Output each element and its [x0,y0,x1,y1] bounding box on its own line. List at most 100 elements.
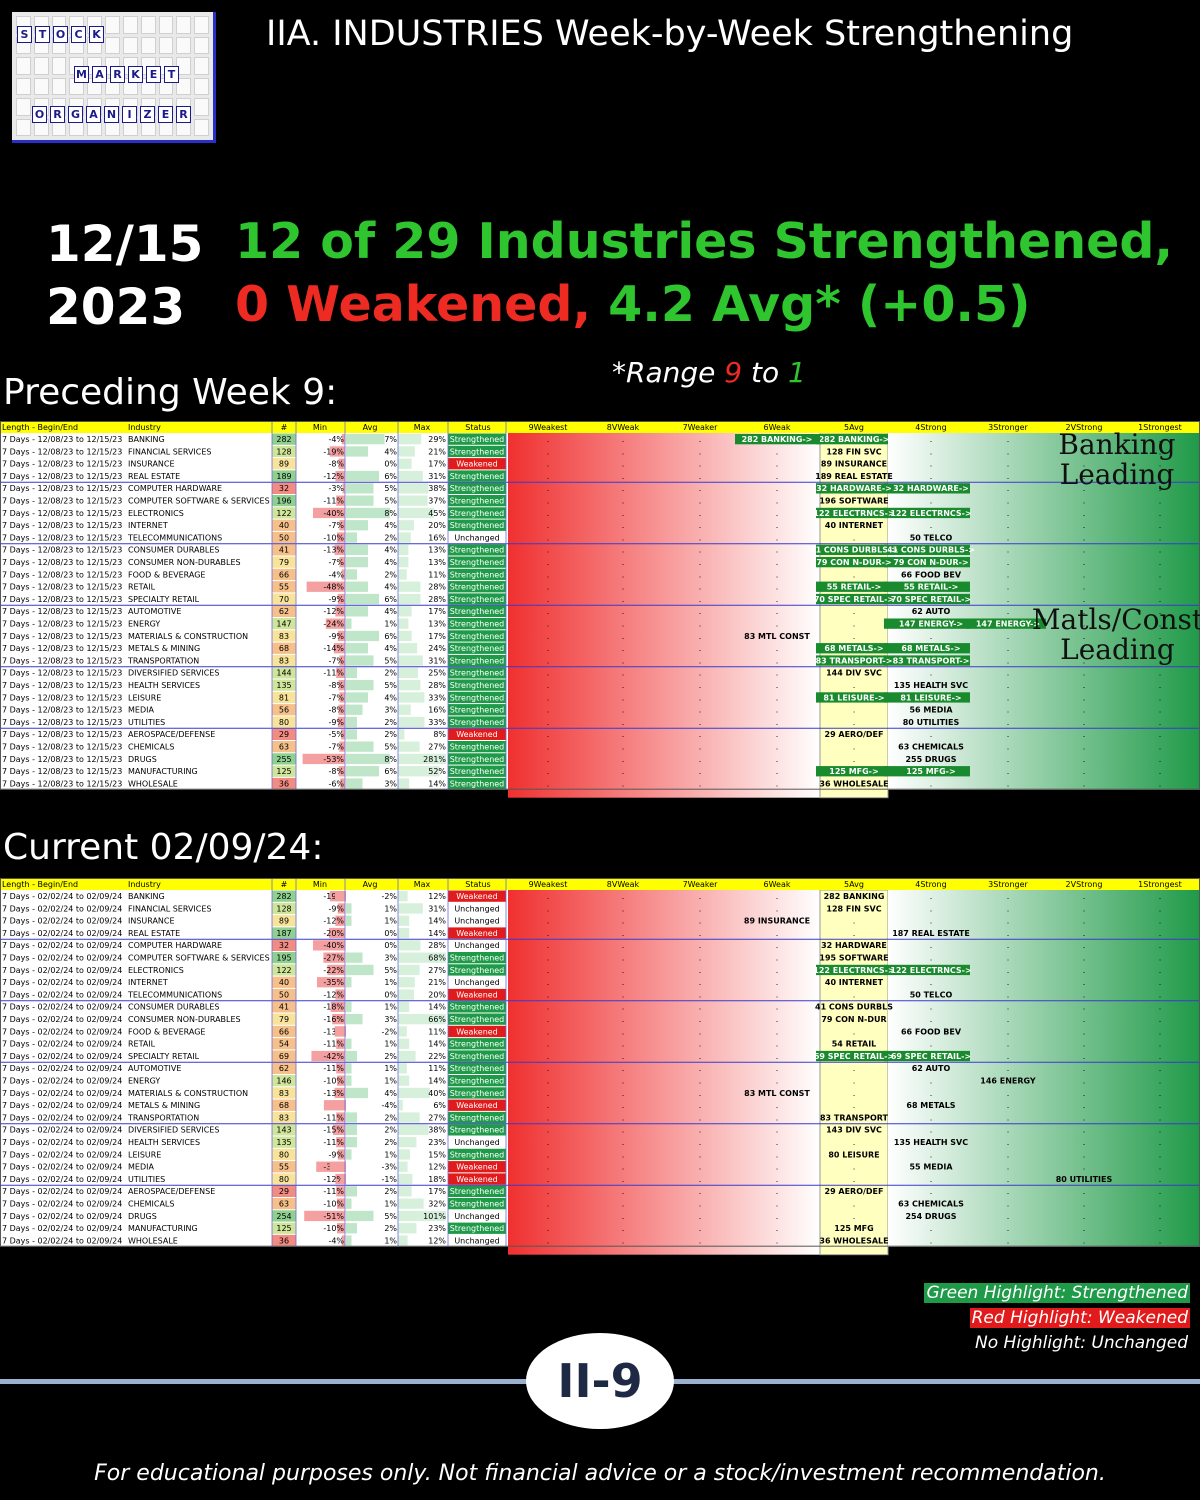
annotation-banking-leading: Banking Leading [1052,430,1182,490]
count-cell [272,605,297,617]
max-bar [398,778,410,789]
zone-dot: . [1007,1113,1010,1122]
placement-label: 32 HARDWARE-> [816,484,892,493]
row-min: -35% [323,978,344,987]
zone-dot: . [1007,1052,1010,1061]
zone-dot: . [930,496,933,505]
zone-dot: . [1007,1003,1010,1012]
zone-dot: . [853,990,856,999]
avg-bar [346,593,380,605]
placement-label: 68 METALS [906,1101,955,1110]
row-status: Weakened [456,929,498,938]
zone-dot: . [547,656,550,665]
row-avg: 8% [384,509,397,518]
min-bar [342,483,346,494]
placement-label: 135 HEALTH SVC [894,1138,968,1147]
zone-dot: . [622,472,625,481]
zone-dot: . [622,1027,625,1036]
row-avg: 4% [384,693,397,702]
max-bar [398,483,429,494]
zone-dot: . [547,1138,550,1147]
min-bar [323,952,346,963]
max-bar [398,1186,412,1197]
status-cell [448,902,507,915]
row-avg: -2% [381,1027,397,1036]
zone-dot: . [1159,990,1162,999]
zone-dot: . [930,779,933,788]
placement-highlight [815,766,888,777]
zone-dot: . [776,1150,779,1159]
zone-dot: . [930,460,933,469]
zone-dot: . [622,953,625,962]
zone-dot: . [776,1027,779,1036]
logo-cell [176,16,192,34]
placement-label: 32 HARDWARE-> [893,484,969,493]
row-industry: COMPUTER HARDWARE [128,484,222,493]
row-count: 36 [279,1236,289,1245]
row-status: Strengthened [450,953,505,962]
placement-label: 68 METALS-> [901,644,960,653]
placement-label: 83 MTL CONST [744,1089,810,1098]
count-cell [272,1074,297,1087]
range-mid: to [742,356,789,389]
row-period: 7 Days - 12/08/23 to 12/15/23 [2,693,122,702]
row-max: 13% [428,558,446,567]
max-bar [398,532,411,543]
zone-dot: . [1159,917,1162,926]
placement-label: 41 CONS DURBLS-> [810,546,898,555]
table-row: 7 Days - 02/02/24 to 02/09/24 TRANSPORTAT… [2,1111,1161,1124]
zone-dot: . [547,546,550,555]
zone-dot: . [1083,644,1086,653]
zone-dot: . [1159,1015,1162,1024]
zone-dot: . [699,767,702,776]
legend-unchanged: No Highlight: Unchanged [975,1333,1188,1353]
zone-dot: . [1083,570,1086,579]
zone-dot: . [1159,779,1162,788]
zone-dot: . [853,706,856,715]
row-avg: 1% [384,904,397,913]
row-industry: FOOD & BEVERAGE [128,570,205,579]
logo-cell [105,36,120,54]
avg-bar [346,495,374,506]
zone-dot: . [547,1064,550,1073]
zone-dot: . [1007,1175,1010,1184]
zone-dot: . [1159,929,1162,938]
row-avg: 0% [384,929,397,938]
avg-bar [346,1013,363,1025]
row-industry: COMPUTER HARDWARE [128,941,222,950]
zone-dot: . [547,904,550,913]
zone-dot: . [1083,632,1086,641]
row-period: 7 Days - 02/02/24 to 02/09/24 [2,1224,122,1233]
zone-dot: . [1083,990,1086,999]
row-max: 17% [428,460,446,469]
min-bar [332,1013,346,1025]
max-bar [398,1050,416,1062]
zone-dot: . [622,460,625,469]
status-cell [448,470,507,482]
status-cell [448,976,507,988]
zone-dot: . [547,558,550,567]
zone-dot: . [547,1101,550,1110]
logo-cell [194,16,209,34]
placement-label: 80 UTILITIES [903,718,960,727]
zone-dot: . [1159,583,1162,592]
max-bar [398,495,428,506]
avg-bar [346,964,374,976]
row-status: Strengthened [450,1064,505,1073]
row-avg: 3% [384,953,397,962]
row-period: 7 Days - 02/02/24 to 02/09/24 [2,1113,122,1122]
row-status: Strengthened [450,1089,505,1098]
zone-dot: . [622,607,625,616]
max-bar [398,940,421,951]
table-row: 7 Days - 02/02/24 to 02/09/24 AUTOMOTIVE 6… [2,1062,1161,1074]
zone-dot: . [1083,1224,1086,1233]
zone-dot: . [622,904,625,913]
row-min: -5% [328,730,344,739]
placement-label: 195 SOFTWARE [819,953,888,962]
weak-zone-gradient [508,889,820,1255]
count-cell [272,1136,297,1148]
row-count: 62 [279,1064,289,1073]
row-avg: 2% [384,1113,397,1122]
row-min: -7% [328,656,344,665]
max-bar [398,581,421,592]
